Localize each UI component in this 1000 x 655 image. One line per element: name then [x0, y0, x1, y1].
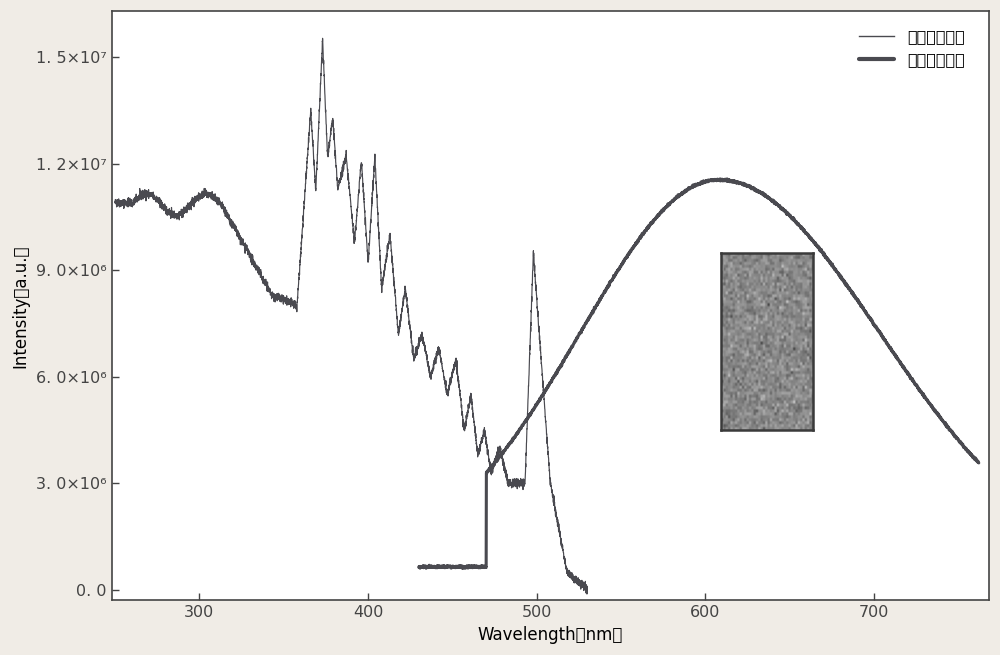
纸基发射光谱 [913, 386, 925, 394]
纸基发射光谱 [869, 323, 881, 331]
纸基激发光谱 [567, 572, 579, 580]
纸基激发光谱 [581, 590, 593, 598]
纸基发射光谱 [726, 177, 738, 185]
纸基激发光谱 [109, 198, 121, 206]
纸基发射光谱 [973, 459, 985, 467]
纸基发射光谱 [424, 563, 436, 571]
纸基激发光谱 [452, 377, 464, 384]
纸基激发光谱 [581, 585, 593, 593]
Line: 纸基发射光谱: 纸基发射光谱 [419, 179, 979, 569]
Y-axis label: Intensity（a.u.）: Intensity（a.u.） [11, 244, 29, 367]
纸基激发光谱 [311, 160, 323, 168]
纸基发射光谱 [457, 565, 469, 572]
X-axis label: Wavelength（nm）: Wavelength（nm） [478, 626, 623, 644]
纸基激发光谱 [543, 466, 555, 474]
Line: 纸基激发光谱: 纸基激发光谱 [115, 38, 587, 594]
纸基激发光谱 [307, 150, 319, 158]
Legend: 纸基激发光谱, 纸基发射光谱: 纸基激发光谱, 纸基发射光谱 [853, 23, 971, 73]
纸基激发光谱 [317, 34, 329, 42]
纸基发射光谱 [413, 563, 425, 571]
纸基发射光谱 [714, 175, 726, 183]
纸基发射光谱 [630, 238, 642, 246]
纸基发射光谱 [892, 355, 904, 363]
纸基激发光谱 [334, 178, 346, 186]
